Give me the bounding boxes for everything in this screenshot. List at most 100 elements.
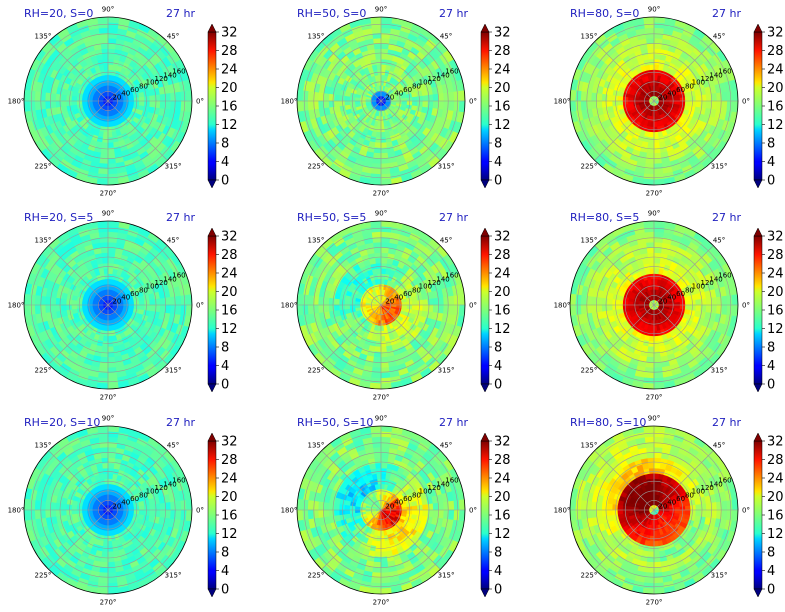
angle-tick-label: 135° bbox=[581, 236, 598, 244]
angle-tick-label: 315° bbox=[165, 572, 182, 580]
colorbar-tick-label: 28 bbox=[767, 248, 784, 263]
colorbar-tick-label: 32 bbox=[221, 435, 238, 450]
colorbar: 0 4 8 12 16 20 24 28 32 bbox=[753, 227, 784, 393]
colorbar-extend-min bbox=[480, 588, 490, 598]
radial-tick-label: 20 bbox=[658, 297, 667, 305]
grid-spoke bbox=[653, 100, 714, 161]
colorbar-extend-max bbox=[480, 23, 490, 33]
colorbar-tick-label: 12 bbox=[221, 322, 238, 337]
angle-tick-label: 45° bbox=[440, 441, 452, 449]
polar-frame bbox=[569, 425, 739, 595]
field-cells bbox=[570, 426, 738, 594]
radial-tick-label: 160 bbox=[718, 68, 731, 76]
panel-time-label: 27 hr bbox=[166, 7, 195, 20]
angle-tick-label: 315° bbox=[165, 163, 182, 171]
angle-tick-label: 90° bbox=[375, 6, 387, 14]
colorbar: 0 4 8 12 16 20 24 28 32 bbox=[753, 432, 784, 598]
panel-title: RH=20, S=0 bbox=[24, 7, 93, 20]
colorbar-tick-label: 0 bbox=[221, 583, 229, 598]
panel-time-label: 27 hr bbox=[712, 416, 741, 429]
angle-tick-label: 225° bbox=[308, 163, 325, 171]
polar-frame bbox=[296, 16, 466, 186]
radial-tick-label: 100 bbox=[146, 79, 159, 87]
colorbar-tick-label: 12 bbox=[767, 118, 784, 133]
colorbar-tick-label: 28 bbox=[221, 248, 238, 263]
angle-tick-label: 180° bbox=[281, 302, 298, 310]
radial-tick-label: 20 bbox=[385, 502, 394, 510]
radial-tick-label: 80 bbox=[685, 491, 694, 499]
radial-tick-label: 140 bbox=[436, 71, 449, 79]
radial-tick-label: 80 bbox=[685, 286, 694, 294]
colorbar-extend-max bbox=[207, 23, 217, 33]
colorbar-tick-label: 4 bbox=[767, 155, 775, 170]
angle-tick-label: 90° bbox=[375, 415, 387, 423]
colorbar-tick-label: 4 bbox=[221, 359, 229, 374]
radial-tick-label: 60 bbox=[130, 290, 139, 298]
panel-time-label: 27 hr bbox=[166, 416, 195, 429]
angle-tick-label: 315° bbox=[438, 572, 455, 580]
colorbar: 0 4 8 12 16 20 24 28 32 bbox=[480, 432, 511, 598]
radial-tick-label: 160 bbox=[172, 68, 185, 76]
colorbar-tick-label: 24 bbox=[494, 267, 511, 282]
colorbar-tick-label: 20 bbox=[494, 81, 511, 96]
angle-tick-label: 180° bbox=[8, 98, 25, 106]
colorbar-extend-max bbox=[207, 432, 217, 442]
colorbar-extend-min bbox=[753, 588, 763, 598]
radial-tick-label: 60 bbox=[403, 86, 412, 94]
colorbar-extend-min bbox=[207, 383, 217, 393]
angle-tick-label: 180° bbox=[8, 507, 25, 515]
grid-spoke bbox=[594, 41, 655, 102]
angle-tick-label: 315° bbox=[165, 367, 182, 375]
colorbar-tick-label: 32 bbox=[494, 230, 511, 245]
radial-tick-label: 160 bbox=[445, 477, 458, 485]
polar-frame bbox=[23, 425, 193, 595]
colorbar-tick-label: 16 bbox=[221, 100, 238, 115]
grid-spoke bbox=[380, 304, 441, 365]
radial-tick-label: 40 bbox=[667, 294, 676, 302]
radial-tick-label: 60 bbox=[676, 86, 685, 94]
grid-spoke bbox=[653, 450, 714, 511]
grid-spoke bbox=[380, 450, 441, 511]
radial-tick-label: 20 bbox=[112, 297, 121, 305]
colorbar-tick-label: 24 bbox=[494, 63, 511, 78]
colorbar-tick-label: 16 bbox=[494, 509, 511, 524]
colorbar-tick-label: 24 bbox=[767, 267, 784, 282]
angle-tick-label: 135° bbox=[35, 236, 52, 244]
colorbar-tick-label: 16 bbox=[494, 100, 511, 115]
panel-title: RH=50, S=5 bbox=[297, 211, 366, 224]
colorbar: 0 4 8 12 16 20 24 28 32 bbox=[207, 227, 238, 393]
colorbar-tick-label: 28 bbox=[494, 44, 511, 59]
radial-tick-label: 100 bbox=[419, 488, 432, 496]
angle-tick-label: 90° bbox=[648, 6, 660, 14]
angle-tick-label: 180° bbox=[554, 98, 571, 106]
angle-tick-label: 135° bbox=[35, 32, 52, 40]
angle-tick-label: 180° bbox=[8, 302, 25, 310]
angle-tick-label: 0° bbox=[742, 507, 750, 515]
angle-tick-label: 45° bbox=[713, 441, 725, 449]
colorbar-tick-label: 8 bbox=[494, 546, 502, 561]
colorbar-bar bbox=[753, 235, 763, 385]
angle-tick-label: 225° bbox=[581, 163, 598, 171]
radial-tick-label: 120 bbox=[428, 75, 441, 83]
colorbar-tick-label: 12 bbox=[767, 527, 784, 542]
radial-tick-label: 80 bbox=[412, 82, 421, 90]
colorbar-tick-label: 12 bbox=[221, 118, 238, 133]
radial-tick-label: 160 bbox=[718, 477, 731, 485]
angle-tick-label: 0° bbox=[469, 98, 477, 106]
grid-spoke bbox=[594, 509, 655, 570]
angle-tick-label: 135° bbox=[308, 32, 325, 40]
colorbar-tick-label: 28 bbox=[767, 44, 784, 59]
colorbar-tick-label: 16 bbox=[767, 304, 784, 319]
grid-spoke bbox=[107, 41, 168, 102]
grid-spoke bbox=[321, 509, 382, 570]
angle-tick-label: 270° bbox=[646, 394, 663, 402]
panel-title: RH=20, S=5 bbox=[24, 211, 93, 224]
radial-tick-label: 20 bbox=[385, 297, 394, 305]
angle-tick-label: 135° bbox=[308, 236, 325, 244]
colorbar: 0 4 8 12 16 20 24 28 32 bbox=[207, 432, 238, 598]
colorbar-tick-label: 12 bbox=[494, 118, 511, 133]
colorbar-tick-label: 28 bbox=[767, 453, 784, 468]
angle-tick-label: 315° bbox=[438, 367, 455, 375]
grid-spoke bbox=[380, 100, 441, 161]
grid-spoke bbox=[653, 41, 714, 102]
